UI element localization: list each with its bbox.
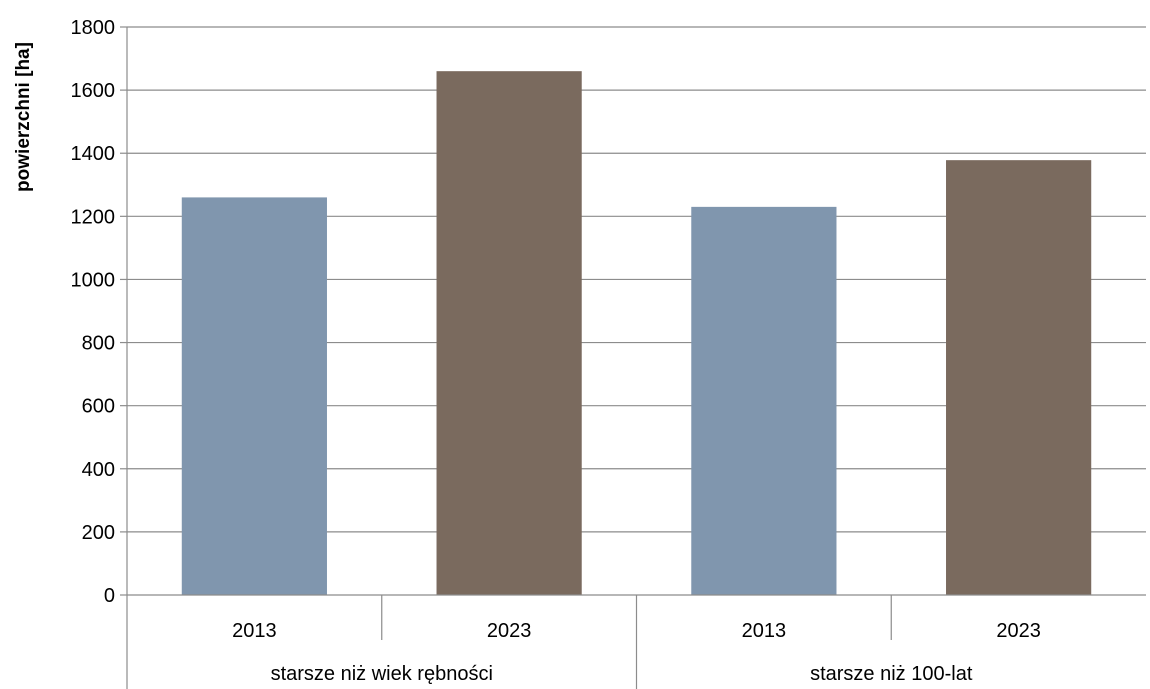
y-tick-label: 1800 bbox=[71, 17, 116, 39]
y-tick-label: 600 bbox=[82, 396, 115, 418]
y-tick-label: 1200 bbox=[71, 206, 116, 228]
x-tick-label: 2013 bbox=[232, 620, 277, 642]
bar-2023-group-1 bbox=[436, 71, 582, 595]
group-label: starsze niż wiek rębności bbox=[271, 663, 493, 685]
y-axis-label: powierzchni [ha] bbox=[13, 42, 34, 192]
y-tick-label: 200 bbox=[82, 522, 115, 544]
x-tick-label: 2013 bbox=[742, 620, 787, 642]
axis-labels: 0 200 400 600 800 1000 1200 1400 1600 1800 2013 202… bbox=[71, 17, 1041, 685]
x-tick-label: 2023 bbox=[996, 620, 1041, 642]
y-tick-label: 1400 bbox=[71, 143, 116, 165]
y-tick-label: 0 bbox=[104, 585, 115, 607]
y-tick-label: 400 bbox=[82, 459, 115, 481]
bars bbox=[181, 71, 1092, 596]
bar-2023-group-2 bbox=[946, 160, 1092, 596]
group-label: starsze niż 100-lat bbox=[810, 663, 973, 685]
y-tick-label: 1600 bbox=[71, 80, 116, 102]
y-tick-label: 800 bbox=[82, 333, 115, 355]
y-tick-label: 1000 bbox=[71, 269, 116, 291]
bar-2013-group-2 bbox=[691, 206, 837, 595]
bar-2013-group-1 bbox=[181, 197, 327, 595]
x-tick-label: 2023 bbox=[487, 620, 532, 642]
axes bbox=[120, 26, 1146, 689]
